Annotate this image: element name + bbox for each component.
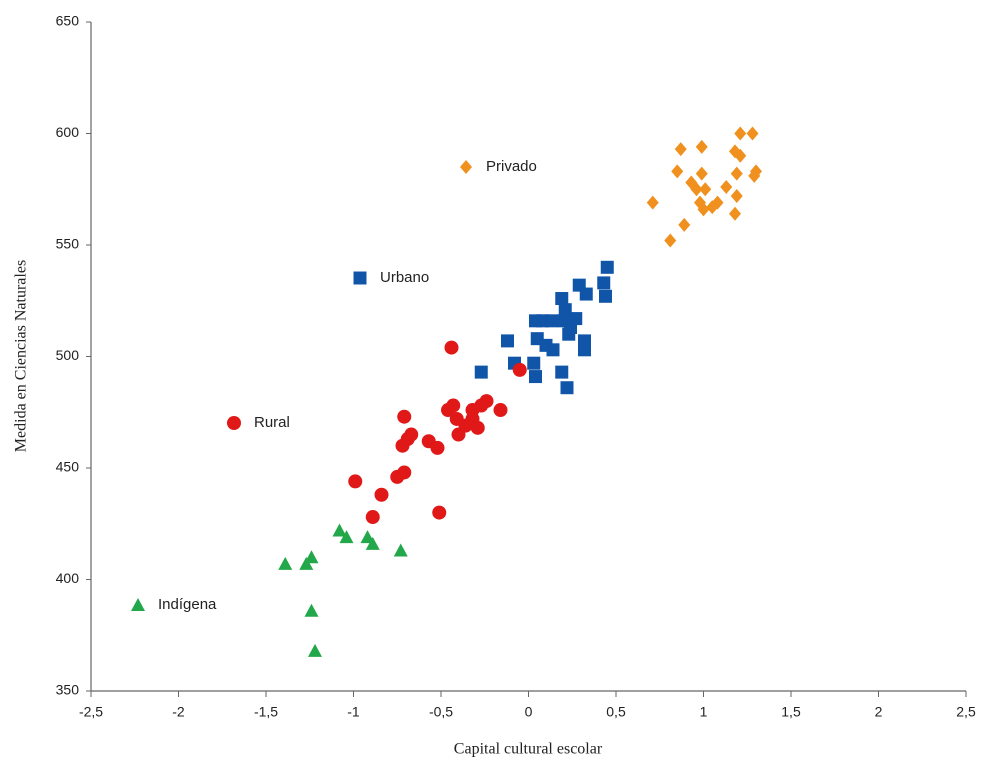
data-point [365, 510, 380, 525]
data-point [308, 643, 322, 657]
data-point [664, 233, 677, 248]
data-point [348, 474, 363, 489]
data-point [430, 440, 445, 455]
data-point [304, 550, 319, 564]
data-point [278, 556, 293, 570]
x-tick-label: 2,5 [956, 704, 976, 720]
data-point [560, 381, 574, 395]
x-tick-label: 2 [875, 704, 883, 720]
data-point [748, 168, 761, 183]
data-point [697, 202, 710, 217]
data-point [501, 334, 514, 348]
data-point [578, 343, 591, 357]
data-point [746, 126, 759, 141]
x-axis-title: Capital cultural escolar [454, 741, 603, 758]
y-tick-label: 450 [56, 459, 80, 475]
y-tick-label: 500 [56, 347, 80, 363]
data-point [444, 340, 459, 355]
legend-label: Rural [254, 414, 290, 431]
y-tick-label: 600 [56, 124, 80, 140]
data-point [555, 365, 569, 379]
legend-label: Privado [486, 158, 537, 175]
data-point [555, 292, 569, 306]
legend-marker [353, 271, 367, 285]
y-tick-label: 350 [56, 682, 80, 698]
legend-marker [460, 160, 472, 174]
data-point [730, 166, 743, 181]
x-tick-label: -2 [172, 704, 185, 720]
data-point [470, 420, 485, 435]
data-point [695, 139, 708, 154]
data-point [374, 487, 389, 502]
x-tick-label: -0,5 [429, 704, 453, 720]
legend-label: Indígena [158, 596, 217, 613]
data-point [730, 188, 743, 203]
legend-label: Urbano [380, 269, 429, 286]
data-point [674, 142, 687, 157]
data-point [546, 343, 560, 357]
data-point [339, 530, 354, 544]
x-tick-label: 0,5 [606, 704, 626, 720]
x-tick-label: 1 [700, 704, 708, 720]
data-point [365, 536, 380, 550]
data-point [695, 166, 708, 181]
data-point [720, 180, 733, 195]
data-point [690, 182, 703, 197]
data-point [360, 530, 375, 544]
data-point [432, 505, 447, 520]
data-point [332, 523, 347, 537]
data-point [564, 321, 577, 335]
data-point [393, 543, 408, 557]
data-point [600, 260, 614, 274]
y-tick-label: 550 [56, 236, 80, 252]
y-tick-label: 650 [56, 13, 80, 29]
legend-marker [227, 416, 241, 430]
data-point [671, 164, 684, 179]
data-point [599, 289, 612, 303]
data-point [446, 398, 461, 413]
data-point [734, 126, 747, 141]
legend-marker [131, 598, 145, 611]
data-point [404, 427, 419, 442]
y-tick-label: 400 [56, 570, 80, 586]
data-point [479, 394, 494, 409]
data-point [579, 287, 593, 301]
data-point [706, 200, 719, 215]
data-point [512, 362, 527, 377]
x-tick-label: 0 [525, 704, 533, 720]
data-point [299, 556, 314, 570]
data-point [646, 195, 659, 210]
data-point [529, 314, 542, 328]
data-point [699, 182, 712, 197]
data-point [734, 148, 747, 163]
data-point [678, 217, 691, 232]
data-point [304, 603, 319, 617]
data-point [529, 370, 542, 384]
data-point [729, 206, 741, 221]
data-point [397, 465, 412, 480]
data-point [474, 365, 488, 379]
x-tick-label: -2,5 [79, 704, 103, 720]
x-tick-label: 1,5 [781, 704, 801, 720]
data-point [527, 356, 541, 370]
x-tick-label: -1 [347, 704, 360, 720]
x-tick-label: -1,5 [254, 704, 278, 720]
data-point [597, 276, 611, 290]
data-point [493, 403, 508, 418]
y-axis-title: Medida en Ciencias Naturales [13, 260, 30, 452]
data-point [397, 409, 412, 424]
data-point [558, 303, 572, 317]
